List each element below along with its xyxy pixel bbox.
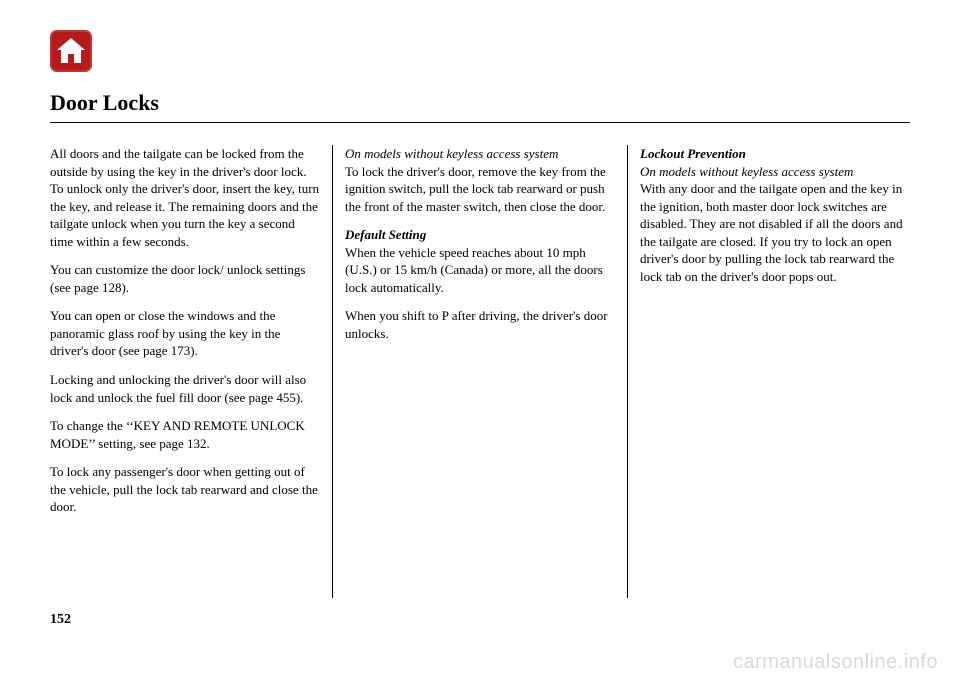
watermark: carmanualsonline.info — [733, 651, 938, 674]
page-number: 152 — [50, 612, 71, 628]
subhead-italic: On models without keyless access system — [345, 145, 615, 163]
column-1: All doors and the tailgate can be locked… — [50, 145, 332, 598]
title-rule — [50, 122, 910, 123]
paragraph: To lock any passenger's door when gettin… — [50, 463, 320, 516]
paragraph: When the vehicle speed reaches about 10 … — [345, 244, 615, 297]
paragraph: With any door and the tailgate open and … — [640, 180, 910, 285]
home-icon — [50, 30, 92, 72]
paragraph: You can open or close the windows and th… — [50, 307, 320, 360]
paragraph: Locking and unlocking the driver's door … — [50, 371, 320, 406]
subhead-italic: On models without keyless access system — [640, 163, 910, 181]
paragraph: All doors and the tailgate can be locked… — [50, 145, 320, 250]
manual-page: Door Locks All doors and the tailgate ca… — [0, 0, 960, 688]
home-button[interactable] — [50, 30, 92, 77]
paragraph: To change the ‘‘KEY AND REMOTE UNLOCK MO… — [50, 417, 320, 452]
paragraph: To lock the driver's door, remove the ke… — [345, 163, 615, 216]
subhead-bolditalic: Lockout Prevention — [640, 145, 910, 163]
column-2: On models without keyless access system … — [333, 145, 627, 598]
subhead-bolditalic: Default Setting — [345, 226, 615, 244]
paragraph: When you shift to P after driving, the d… — [345, 307, 615, 342]
content-columns: All doors and the tailgate can be locked… — [50, 145, 910, 598]
column-3: Lockout Prevention On models without key… — [628, 145, 910, 598]
paragraph: You can customize the door lock/ unlock … — [50, 261, 320, 296]
page-title: Door Locks — [50, 90, 159, 116]
